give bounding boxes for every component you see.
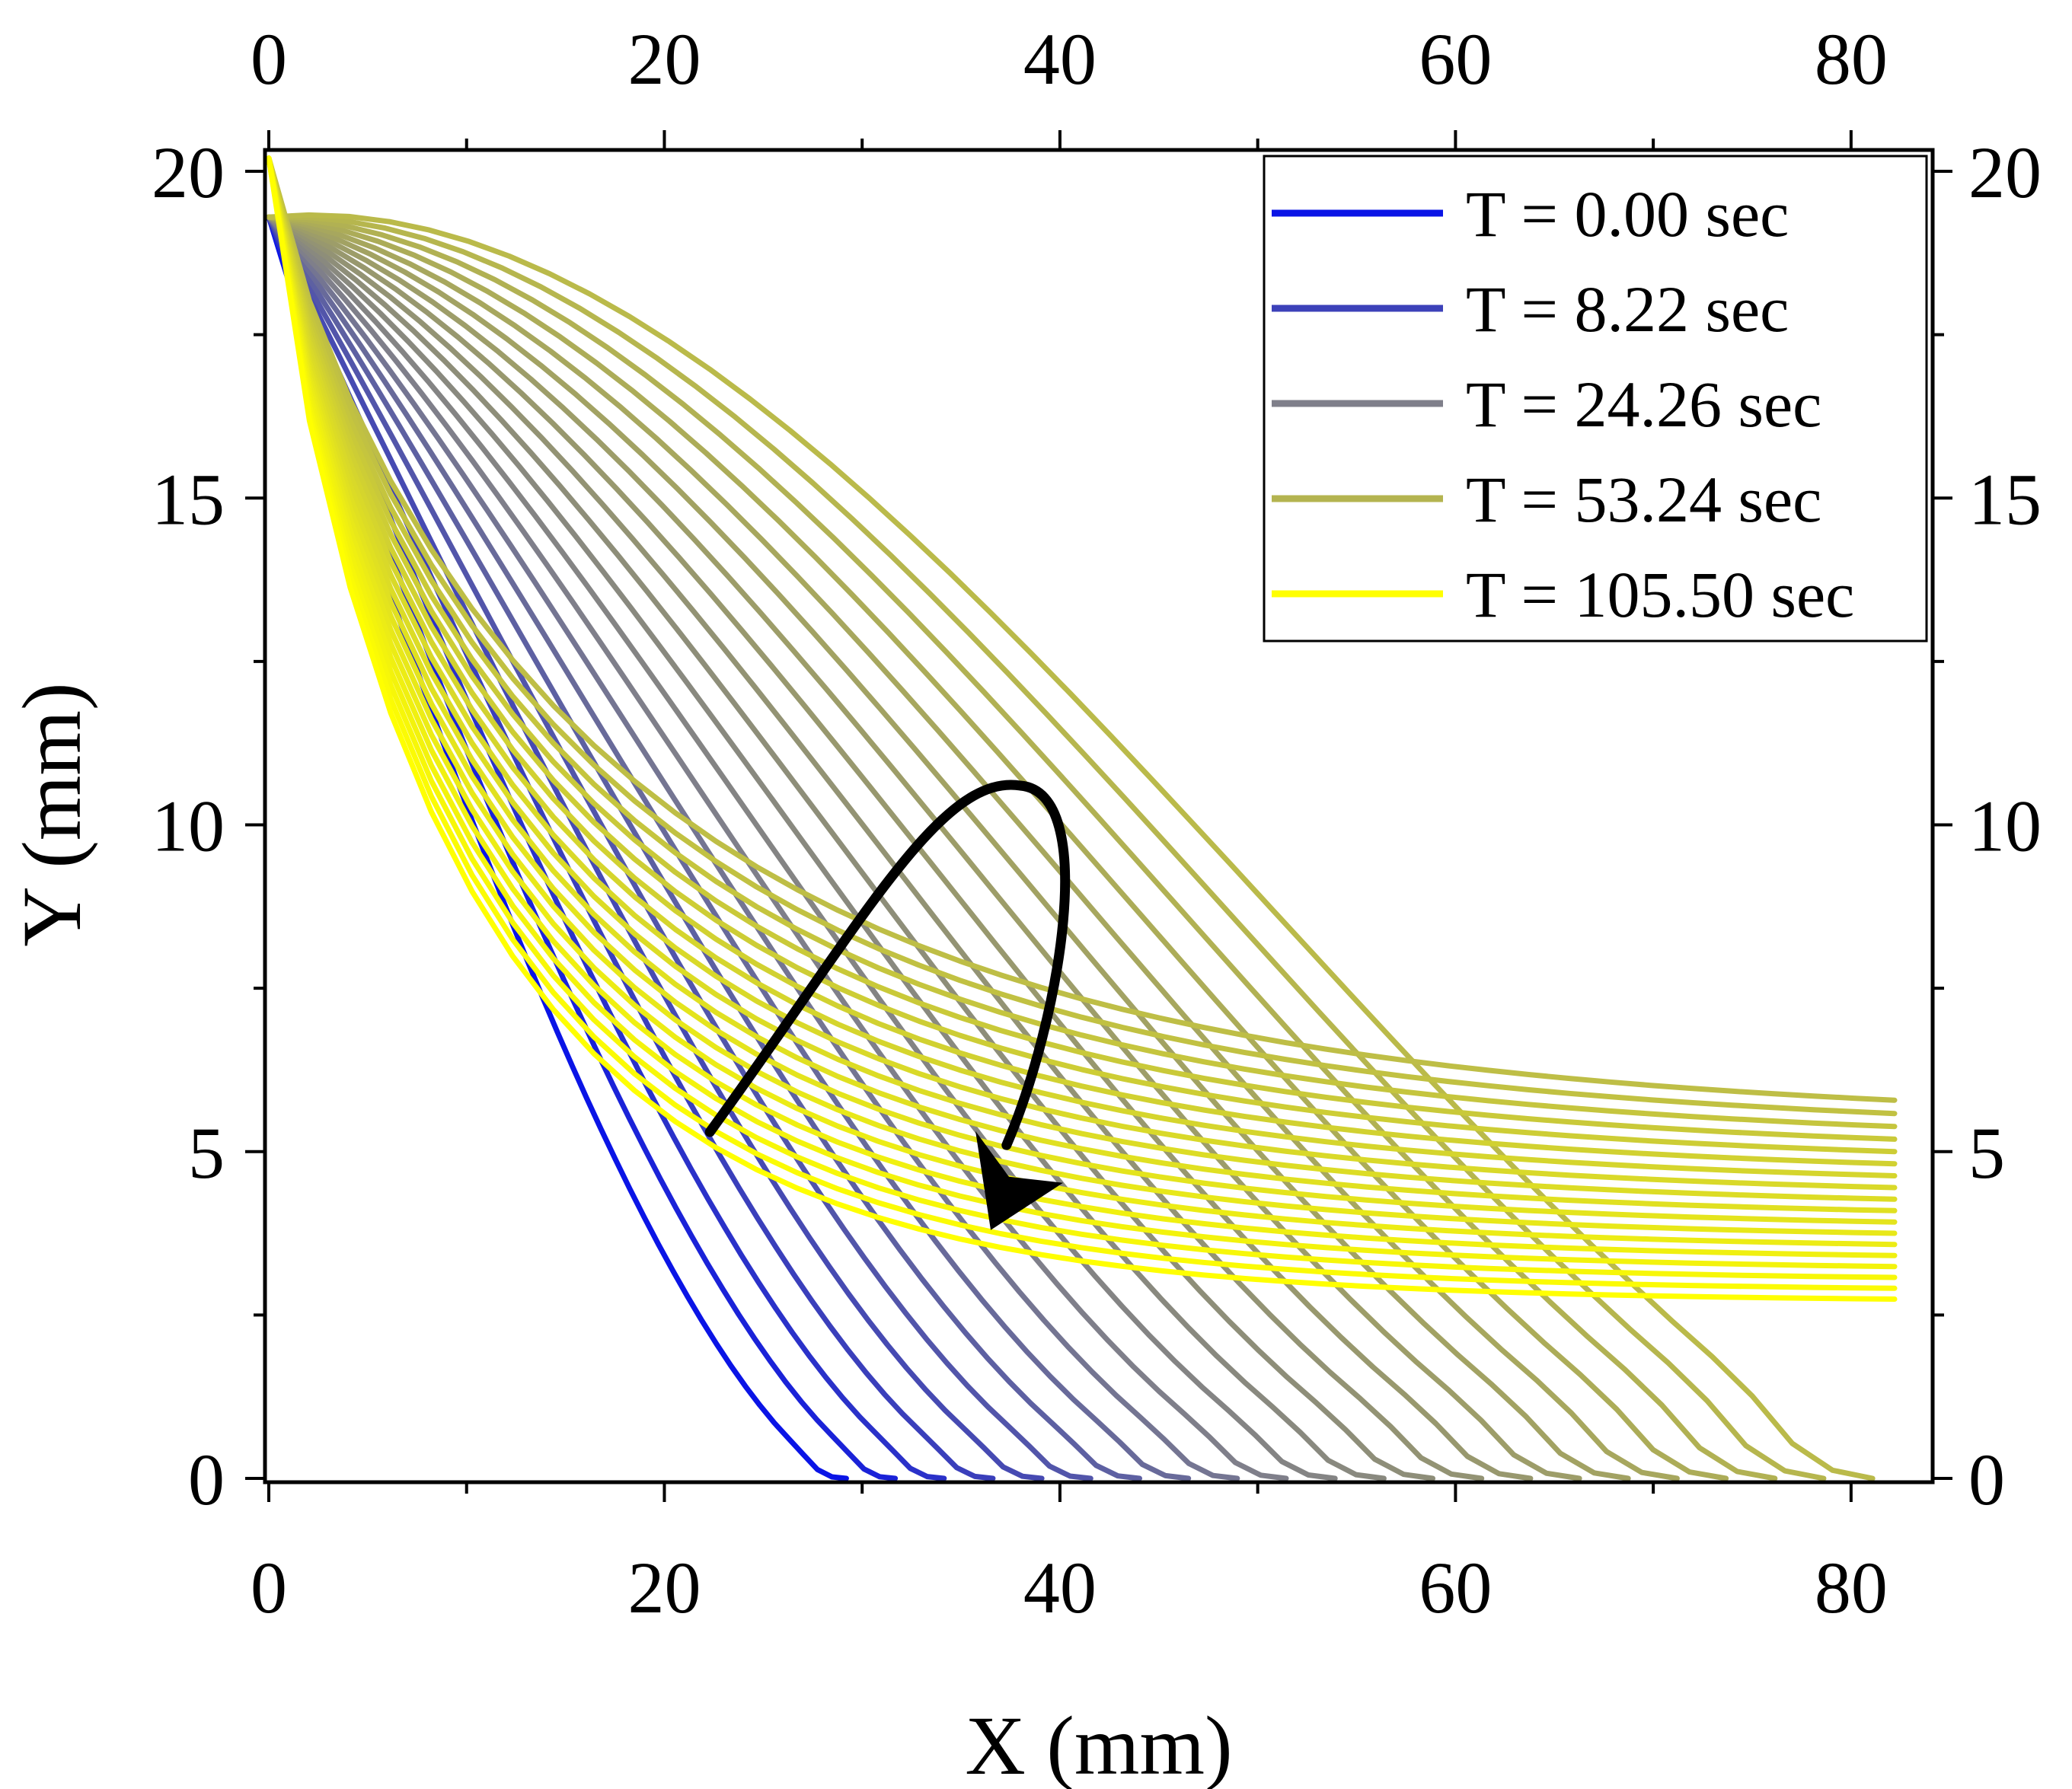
series-line: [266, 155, 1898, 1130]
series-line: [266, 155, 1898, 1225]
legend: T = 0.00 sec T = 8.22 sec T = 24.26 sec T =…: [1263, 155, 1928, 643]
series-line: [266, 155, 1898, 1236]
series-line: [266, 214, 1093, 1481]
curve-family: [266, 155, 1898, 1481]
axis-ticks: [245, 130, 1952, 1502]
series-line: [266, 214, 1582, 1481]
series-line: [266, 214, 1387, 1481]
legend-box: [1263, 155, 1928, 643]
series-line: [266, 214, 1534, 1481]
y-tick-label-right: 10: [1968, 786, 2042, 867]
x-tick-label-top: 80: [1815, 18, 1888, 100]
y-tick-label-right: 0: [1968, 1439, 2005, 1520]
series-line: [266, 214, 996, 1481]
x-tick-label-bottom: 0: [251, 1547, 287, 1628]
x-tick-label-bottom: 20: [627, 1547, 701, 1628]
series-line: [266, 155, 1898, 1142]
series-line: [266, 155, 1898, 1302]
series-line: [266, 214, 1045, 1481]
x-axis-title: X (mm): [965, 1699, 1232, 1789]
series-line: [266, 155, 1898, 1213]
y-tick-label-left: 5: [188, 1112, 225, 1194]
y-tick-label-left: 10: [152, 786, 225, 867]
series-line: [266, 155, 1898, 1191]
series-line: [266, 155, 1898, 1270]
y-tick-label-right: 15: [1968, 458, 2042, 540]
x-tick-label-top: 20: [627, 18, 701, 100]
series-line: [266, 155, 1898, 1155]
series-line: [266, 214, 1827, 1481]
series-line: [266, 214, 1485, 1481]
x-tick-label-bottom: 40: [1023, 1547, 1097, 1628]
x-tick-label-top: 40: [1023, 18, 1097, 100]
series-line: [266, 214, 1680, 1481]
series-line: [266, 214, 1240, 1481]
time-arrow-annotation: [704, 780, 1071, 1230]
arrow-curve: [704, 780, 1071, 1150]
y-tick-label-right: 5: [1968, 1112, 2005, 1194]
legend-label: T = 105.50 sec: [1466, 558, 1854, 631]
series-line: [266, 214, 1729, 1481]
series-line: [266, 155, 1898, 1280]
series-line: [266, 214, 1192, 1481]
legend-label: T = 0.00 sec: [1466, 177, 1789, 250]
series-line: [266, 155, 1898, 1117]
series-line: [266, 214, 1778, 1481]
x-tick-label-top: 60: [1419, 18, 1492, 100]
x-tick-label-top: 0: [251, 18, 287, 100]
series-line: [266, 155, 1898, 1291]
arrow-head: [975, 1130, 1064, 1230]
series-line: [266, 155, 1898, 1167]
legend-label: T = 24.26 sec: [1466, 368, 1821, 441]
x-tick-label-bottom: 80: [1815, 1547, 1888, 1628]
series-line: [266, 155, 1898, 1248]
series-line: [266, 155, 1898, 1103]
series-line: [266, 214, 1631, 1481]
series-line: [266, 155, 1898, 1178]
legend-label: T = 53.24 sec: [1466, 463, 1821, 536]
y-tick-label-left: 0: [188, 1439, 225, 1520]
series-line: [266, 155, 1898, 1258]
x-tick-label-bottom: 60: [1419, 1547, 1492, 1628]
y-tick-label-left: 15: [152, 458, 225, 540]
series-line: [266, 214, 1289, 1481]
y-axis-title: Y (mm): [5, 682, 98, 946]
series-line: [266, 214, 1435, 1481]
y-tick-label-right: 20: [1968, 132, 2042, 213]
legend-label: T = 8.22 sec: [1466, 273, 1789, 346]
y-tick-label-left: 20: [152, 132, 225, 213]
series-line: [266, 155, 1898, 1202]
plot-frame: [263, 148, 1935, 1484]
